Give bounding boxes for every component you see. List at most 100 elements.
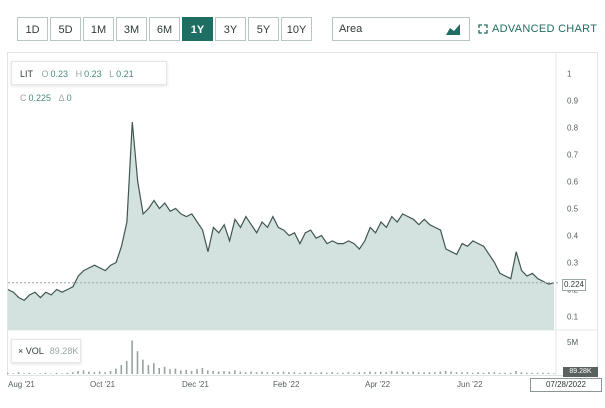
volume-bar bbox=[136, 351, 139, 374]
volume-bar bbox=[23, 373, 25, 374]
change-label: Δ bbox=[58, 93, 65, 103]
volume-bar bbox=[498, 372, 501, 374]
volume-last-tag: 89.28K bbox=[563, 367, 598, 377]
change-value: 0 bbox=[66, 93, 72, 103]
volume-bar bbox=[407, 372, 409, 374]
volume-bar bbox=[282, 371, 285, 374]
volume-bar bbox=[223, 371, 225, 374]
chart-toolbar: 1D 5D 1M 3M 6M 1Y 3Y 5Y 10Y Area ADVANCE… bbox=[0, 0, 605, 52]
open-value: 0.23 bbox=[50, 69, 69, 79]
volume-bar bbox=[482, 372, 485, 374]
advanced-chart-label: ADVANCED CHART bbox=[492, 23, 598, 35]
y-tick-label: 0.7 bbox=[567, 151, 579, 160]
price-line bbox=[7, 122, 555, 302]
volume-bar bbox=[180, 370, 182, 374]
volume-bar bbox=[34, 373, 36, 374]
volume-bar bbox=[353, 372, 355, 374]
volume-bar bbox=[347, 372, 350, 374]
y-tick-label: 0.8 bbox=[567, 124, 579, 133]
volume-bar bbox=[331, 372, 333, 374]
chart-type-value: Area bbox=[339, 23, 363, 35]
range-3y-button[interactable]: 3Y bbox=[215, 17, 246, 41]
y-tick-label: 0.9 bbox=[567, 97, 579, 106]
volume-bar bbox=[147, 365, 150, 374]
chart-type-select[interactable]: Area bbox=[332, 17, 470, 41]
volume-bar bbox=[28, 372, 31, 374]
volume-bar bbox=[163, 366, 166, 374]
volume-bar bbox=[363, 372, 366, 374]
volume-bar bbox=[385, 372, 387, 374]
range-5d-button[interactable]: 5D bbox=[50, 17, 81, 41]
volume-bar bbox=[120, 365, 123, 374]
high-label: H bbox=[75, 69, 83, 79]
x-tick-label: Jun '22 bbox=[457, 380, 483, 389]
volume-label: VOL bbox=[25, 346, 44, 356]
volume-bar bbox=[244, 372, 247, 374]
volume-bar bbox=[315, 372, 317, 374]
volume-bar bbox=[196, 369, 198, 374]
volume-bar bbox=[271, 372, 274, 374]
range-1d-button[interactable]: 1D bbox=[17, 17, 48, 41]
y-tick-label: 0.5 bbox=[567, 205, 579, 214]
volume-bar bbox=[466, 372, 469, 374]
volume-bar bbox=[369, 371, 371, 374]
range-3m-button[interactable]: 3M bbox=[116, 17, 147, 41]
range-1m-button[interactable]: 1M bbox=[83, 17, 114, 41]
volume-bar bbox=[374, 372, 377, 374]
price-area bbox=[8, 122, 554, 330]
volume-legend: × VOL 89.28K bbox=[11, 339, 81, 363]
volume-bar bbox=[461, 372, 463, 374]
volume-bar bbox=[547, 372, 550, 374]
volume-bar bbox=[326, 372, 328, 374]
volume-bar bbox=[553, 373, 555, 374]
volume-bar bbox=[526, 372, 528, 374]
y-tick-label: 0.4 bbox=[567, 232, 579, 241]
advanced-chart-button[interactable]: ADVANCED CHART bbox=[478, 17, 597, 41]
volume-bar bbox=[477, 372, 479, 374]
volume-bar bbox=[444, 371, 447, 374]
x-tick-label: Aug '21 bbox=[8, 380, 35, 389]
volume-bar bbox=[61, 373, 63, 374]
volume-bar bbox=[212, 371, 214, 374]
area-chart-icon bbox=[446, 24, 460, 35]
y-tick-label: 0.6 bbox=[567, 178, 579, 187]
volume-bar bbox=[293, 372, 296, 374]
volume-bar bbox=[434, 372, 436, 374]
volume-bar bbox=[471, 372, 474, 374]
volume-bar bbox=[320, 372, 323, 374]
volume-bar bbox=[428, 372, 431, 374]
volume-bar bbox=[55, 372, 58, 374]
volume-bar bbox=[109, 371, 112, 374]
volume-bar bbox=[455, 372, 458, 374]
range-1y-button[interactable]: 1Y bbox=[182, 17, 213, 41]
low-value: 0.21 bbox=[116, 69, 134, 79]
volume-bar bbox=[255, 372, 258, 374]
x-tick-label: Oct '21 bbox=[90, 380, 116, 389]
y-tick-label: 1 bbox=[567, 70, 572, 79]
volume-bar bbox=[423, 372, 425, 374]
range-10y-button[interactable]: 10Y bbox=[281, 17, 312, 41]
volume-bar bbox=[7, 372, 9, 374]
volume-bar bbox=[169, 369, 171, 374]
volume-bar bbox=[50, 373, 52, 374]
legend-symbol: LIT bbox=[20, 69, 34, 79]
volume-bar bbox=[217, 371, 220, 374]
volume-bar bbox=[104, 372, 106, 374]
range-5y-button[interactable]: 5Y bbox=[248, 17, 279, 41]
volume-bar bbox=[288, 372, 290, 374]
volume-bar bbox=[142, 359, 144, 374]
volume-bar bbox=[520, 372, 523, 374]
y-tick-label: 0.3 bbox=[567, 259, 579, 268]
range-6m-button[interactable]: 6M bbox=[149, 17, 180, 41]
volume-bar bbox=[488, 372, 490, 374]
volume-bar bbox=[82, 370, 85, 374]
close-label: C bbox=[20, 93, 27, 103]
volume-bar bbox=[250, 371, 252, 374]
volume-bar bbox=[228, 371, 231, 374]
volume-bar bbox=[396, 371, 398, 374]
volume-value: 89.28K bbox=[49, 346, 79, 356]
close-icon[interactable]: × bbox=[18, 346, 24, 356]
volume-bar bbox=[77, 371, 79, 374]
volume-bar bbox=[66, 372, 69, 374]
crosshair-date: 07/28/2022 bbox=[530, 378, 602, 392]
